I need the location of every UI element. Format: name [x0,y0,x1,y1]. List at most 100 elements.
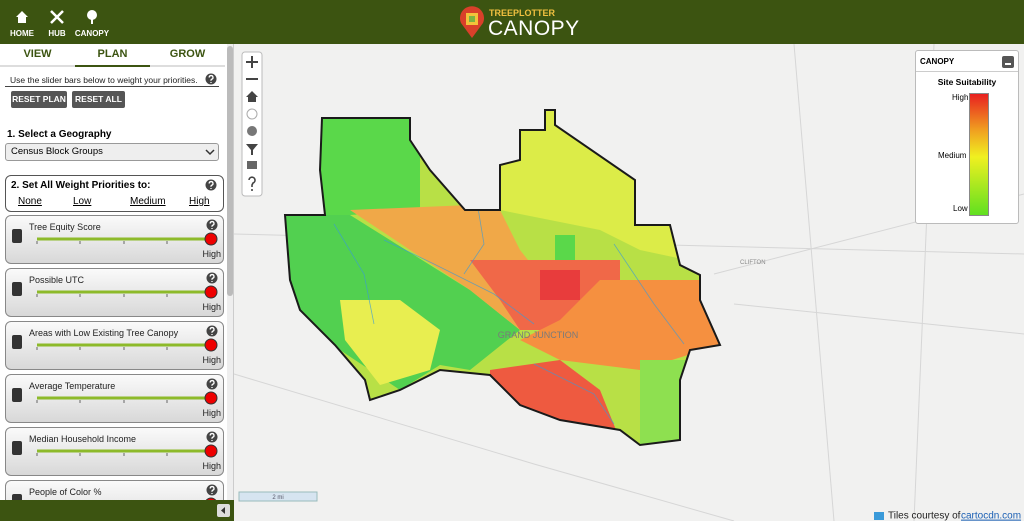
slider-handle[interactable] [205,497,217,500]
slider[interactable] [6,269,223,316]
help-glyph [209,432,215,441]
slider-icon [12,441,22,455]
slider-handle[interactable] [204,285,218,299]
nav-home[interactable]: HOME [10,29,34,38]
slider-label: Average Temperature [29,381,116,391]
select-arrow [205,149,215,156]
help-icon[interactable] [206,219,218,231]
help-glyph [209,379,215,388]
slider-card: Possible UTC High [5,268,224,317]
help-circle [206,378,218,390]
collapse-button[interactable] [217,504,230,517]
help-circle [206,272,218,284]
legend-heading: Site Suitability [937,77,997,87]
top-bar: HOME HUB CANOPY TREEPLOTTER CANOPY [0,0,1024,44]
slider-label: Areas with Low Existing Tree Canopy [29,328,179,338]
slider[interactable] [6,375,223,422]
level-low[interactable]: Low [73,196,92,207]
bottom-bar [0,500,234,521]
help-icon[interactable] [206,431,218,443]
tab-grow[interactable]: GROW [150,44,225,67]
logo-icon [460,6,484,38]
nav-icons [16,10,97,24]
help-icon[interactable] [206,484,218,496]
help-icon[interactable] [206,325,218,337]
attribution-text: Tiles courtesy of [888,511,961,521]
help-glyph [209,326,215,335]
legend-label: High [952,93,969,102]
scale-bar [238,491,318,502]
help-circle [206,219,218,231]
slider-card: Median Household Income High [5,427,224,476]
level-none[interactable]: None [18,196,42,207]
slider[interactable] [6,322,223,369]
legend-gradient [969,93,989,216]
slider-card: Tree Equity Score High [5,215,224,264]
attribution-icon [874,512,884,520]
zoom-in[interactable] [246,56,258,68]
geography-heading: 1. Select a Geography [7,129,112,140]
slider-handle[interactable] [204,338,218,352]
help-control[interactable] [248,176,256,191]
help-icon[interactable] [205,179,217,191]
side-panel: VIEW PLAN GROW Use the slider bars below… [0,44,234,500]
legend-minimize[interactable] [1002,56,1014,68]
level-medium[interactable]: Medium [130,196,166,207]
slider-level: High [202,355,221,365]
slider-label: Tree Equity Score [29,222,101,232]
help-glyph [209,485,215,494]
slider[interactable] [6,428,223,475]
tab-plan[interactable]: PLAN [75,44,150,67]
slider-handle[interactable] [204,444,218,458]
slider-level: High [202,461,221,471]
slider-icon [12,388,22,402]
slider[interactable] [6,481,223,500]
slider-handle[interactable] [204,232,218,246]
slider-icon [12,494,22,500]
layers-control[interactable] [247,161,257,169]
attribution-link[interactable]: cartocdn.com [961,511,1021,521]
slider-label: Possible UTC [29,275,85,285]
home-control[interactable] [246,91,258,102]
slider-level: High [202,302,221,312]
map-controls [241,51,263,197]
nav-hub[interactable]: HUB [48,29,66,38]
help-circle [206,431,218,443]
filter-control[interactable] [246,144,258,155]
help-icon[interactable] [205,73,217,85]
slider-icon [12,282,22,296]
help-icon[interactable] [206,272,218,284]
tab-view[interactable]: VIEW [0,44,75,67]
priorities-box [5,175,224,212]
slider-label: Median Household Income [29,434,137,444]
slider-level: High [202,408,221,418]
slider[interactable] [6,216,223,263]
reset-all-button[interactable]: RESET ALL [72,91,125,108]
instructions: Use the slider bars below to weight your… [10,75,198,85]
scrollbar-thumb[interactable] [227,46,233,296]
slider-handle[interactable] [204,391,218,405]
help-icon[interactable] [206,378,218,390]
geography-select[interactable]: Census Block Groups [5,143,219,161]
legend-label: Low [953,204,968,213]
globe-control[interactable] [247,126,257,136]
legend-title: CANOPY [920,57,955,66]
slider-label: People of Color % [29,487,102,497]
legend-divider [916,71,1018,72]
help-glyph [209,220,215,229]
map-label: CLIFTON [740,260,766,266]
locate-control[interactable] [246,108,258,120]
map[interactable]: GRAND JUNCTION CLIFTON 2 mi Tiles courte… [234,44,1024,521]
logo-top: TREEPLOTTER [489,8,556,18]
slider-level: High [202,249,221,259]
reset-plan-button[interactable]: RESET PLAN [11,91,67,108]
help-glyph [209,273,215,282]
suitability-layer [285,110,720,445]
help-glyph [208,180,214,189]
slider-card: Average Temperature High [5,374,224,423]
legend-label: Medium [938,151,967,160]
nav-canopy[interactable]: CANOPY [74,29,110,38]
help-circle [206,325,218,337]
level-high[interactable]: High [189,196,210,207]
